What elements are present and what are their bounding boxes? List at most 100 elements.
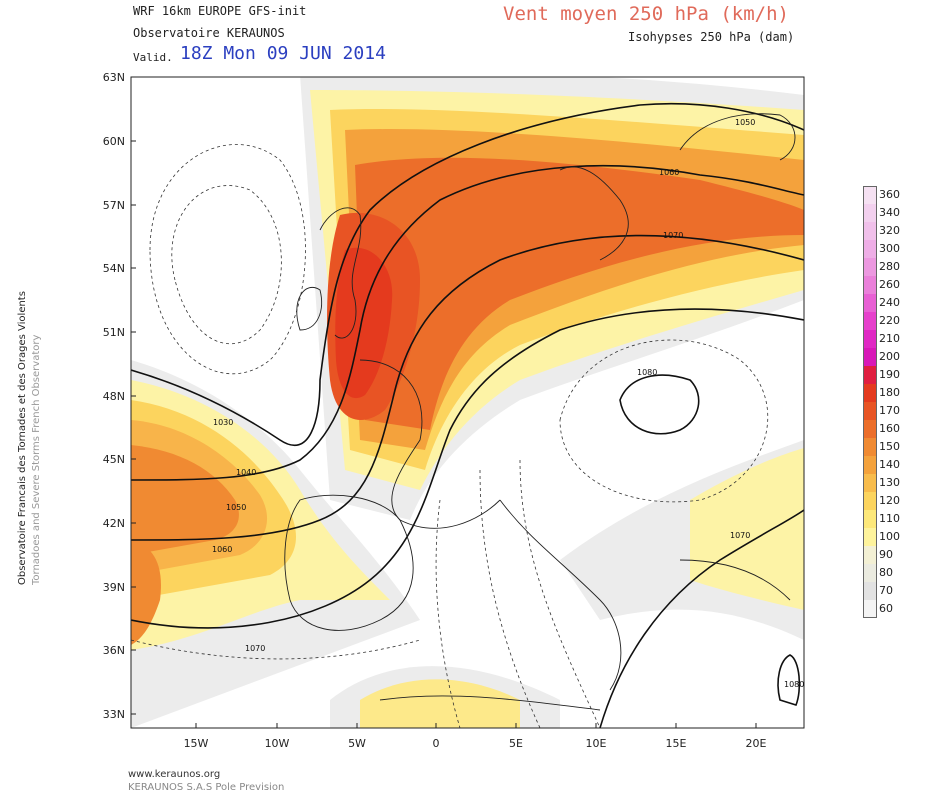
latitude-label: 42N: [103, 517, 125, 530]
legend-entry: 130: [863, 474, 923, 492]
observatory-name: Observatoire KERAUNOS: [133, 26, 285, 40]
valid-date: 18Z Mon 09 JUN 2014: [180, 43, 386, 64]
legend-entry: 80: [863, 564, 923, 582]
legend-entry: 260: [863, 276, 923, 294]
iso-label: 1050: [735, 118, 755, 127]
legend-entry: 300: [863, 240, 923, 258]
legend-entry: 160: [863, 420, 923, 438]
wind-speed-shading: [131, 77, 804, 728]
legend-swatch: [863, 402, 877, 420]
legend-label: 200: [879, 350, 900, 363]
legend-entry: 110: [863, 510, 923, 528]
legend-label: 130: [879, 476, 900, 489]
legend-swatch: [863, 186, 877, 204]
legend-swatch: [863, 312, 877, 330]
iso-label: 1070: [663, 231, 683, 240]
legend-entry: 190: [863, 366, 923, 384]
longitude-label: 0: [433, 737, 440, 750]
valid-label: Valid.: [133, 51, 173, 64]
legend-label: 110: [879, 512, 900, 525]
map-frame: [130, 76, 805, 729]
legend-label: 260: [879, 278, 900, 291]
legend-label: 280: [879, 260, 900, 273]
iso-label: 1040: [236, 468, 256, 477]
legend-swatch: [863, 222, 877, 240]
legend-entry: 140: [863, 456, 923, 474]
latitude-label: 63N: [103, 71, 125, 84]
legend-swatch: [863, 510, 877, 528]
longitude-label: 20E: [746, 737, 767, 750]
longitude-label: 5W: [348, 737, 366, 750]
longitude-label: 10W: [265, 737, 290, 750]
legend-swatch: [863, 330, 877, 348]
legend-entry: 240: [863, 294, 923, 312]
legend-label: 210: [879, 332, 900, 345]
legend-label: 90: [879, 548, 893, 561]
legend-label: 220: [879, 314, 900, 327]
legend-swatch: [863, 492, 877, 510]
legend-swatch: [863, 474, 877, 492]
legend-entry: 220: [863, 312, 923, 330]
legend-entry: 320: [863, 222, 923, 240]
legend-entry: 200: [863, 348, 923, 366]
legend-swatch: [863, 528, 877, 546]
wind-speed-legend: 360 340 320 300 280 260 240 220 210 200 190 180 170 1…: [863, 186, 923, 618]
isohypse-labels: 1030 1040 1050 1060 1070 1050 1060 1070 …: [212, 118, 804, 689]
legend-entry: 120: [863, 492, 923, 510]
latitude-label: 36N: [103, 644, 125, 657]
longitude-label: 15E: [666, 737, 687, 750]
legend-swatch: [863, 366, 877, 384]
legend-entry: 210: [863, 330, 923, 348]
legend-entry: 170: [863, 402, 923, 420]
iso-label: 1080: [784, 680, 804, 689]
legend-label: 150: [879, 440, 900, 453]
legend-label: 70: [879, 584, 893, 597]
legend-label: 80: [879, 566, 893, 579]
latitude-label: 39N: [103, 581, 125, 594]
legend-label: 320: [879, 224, 900, 237]
legend-swatch: [863, 546, 877, 564]
legend-label: 190: [879, 368, 900, 381]
legend-entry: 280: [863, 258, 923, 276]
legend-swatch: [863, 294, 877, 312]
legend-swatch: [863, 348, 877, 366]
legend-entry: 180: [863, 384, 923, 402]
legend-entry: 60: [863, 600, 923, 618]
legend-swatch: [863, 438, 877, 456]
footer-url: www.keraunos.org: [128, 769, 221, 780]
legend-swatch: [863, 564, 877, 582]
latitude-label: 33N: [103, 708, 125, 721]
iso-label: 1080: [637, 368, 657, 377]
longitude-axis: 15W 10W 5W 0 5E 10E 15E 20E: [184, 723, 767, 750]
legend-swatch: [863, 204, 877, 222]
iso-label: 1060: [212, 545, 232, 554]
iso-label: 1050: [226, 503, 246, 512]
legend-swatch: [863, 258, 877, 276]
longitude-label: 10E: [586, 737, 607, 750]
legend-entry: 150: [863, 438, 923, 456]
latitude-label: 51N: [103, 326, 125, 339]
legend-label: 240: [879, 296, 900, 309]
legend-entry: 90: [863, 546, 923, 564]
legend-swatch: [863, 240, 877, 258]
legend-label: 60: [879, 602, 893, 615]
latitude-axis: 63N 60N 57N 54N 51N 48N 45N 42N 39N 36N 33N: [103, 71, 136, 721]
wind-streamlines: [131, 144, 769, 728]
legend-label: 360: [879, 188, 900, 201]
longitude-label: 15W: [184, 737, 209, 750]
legend-entry: 340: [863, 204, 923, 222]
legend-label: 180: [879, 386, 900, 399]
latitude-label: 54N: [103, 262, 125, 275]
chart-title: Vent moyen 250 hPa (km/h): [503, 3, 789, 25]
legend-label: 160: [879, 422, 900, 435]
latitude-label: 57N: [103, 199, 125, 212]
coastlines: [284, 113, 796, 711]
model-line: WRF 16km EUROPE GFS-init: [133, 4, 307, 18]
latitude-label: 45N: [103, 453, 125, 466]
latitude-label: 60N: [103, 135, 125, 148]
legend-swatch: [863, 276, 877, 294]
latitude-label: 48N: [103, 390, 125, 403]
iso-label: 1070: [730, 531, 750, 540]
legend-entry: 70: [863, 582, 923, 600]
